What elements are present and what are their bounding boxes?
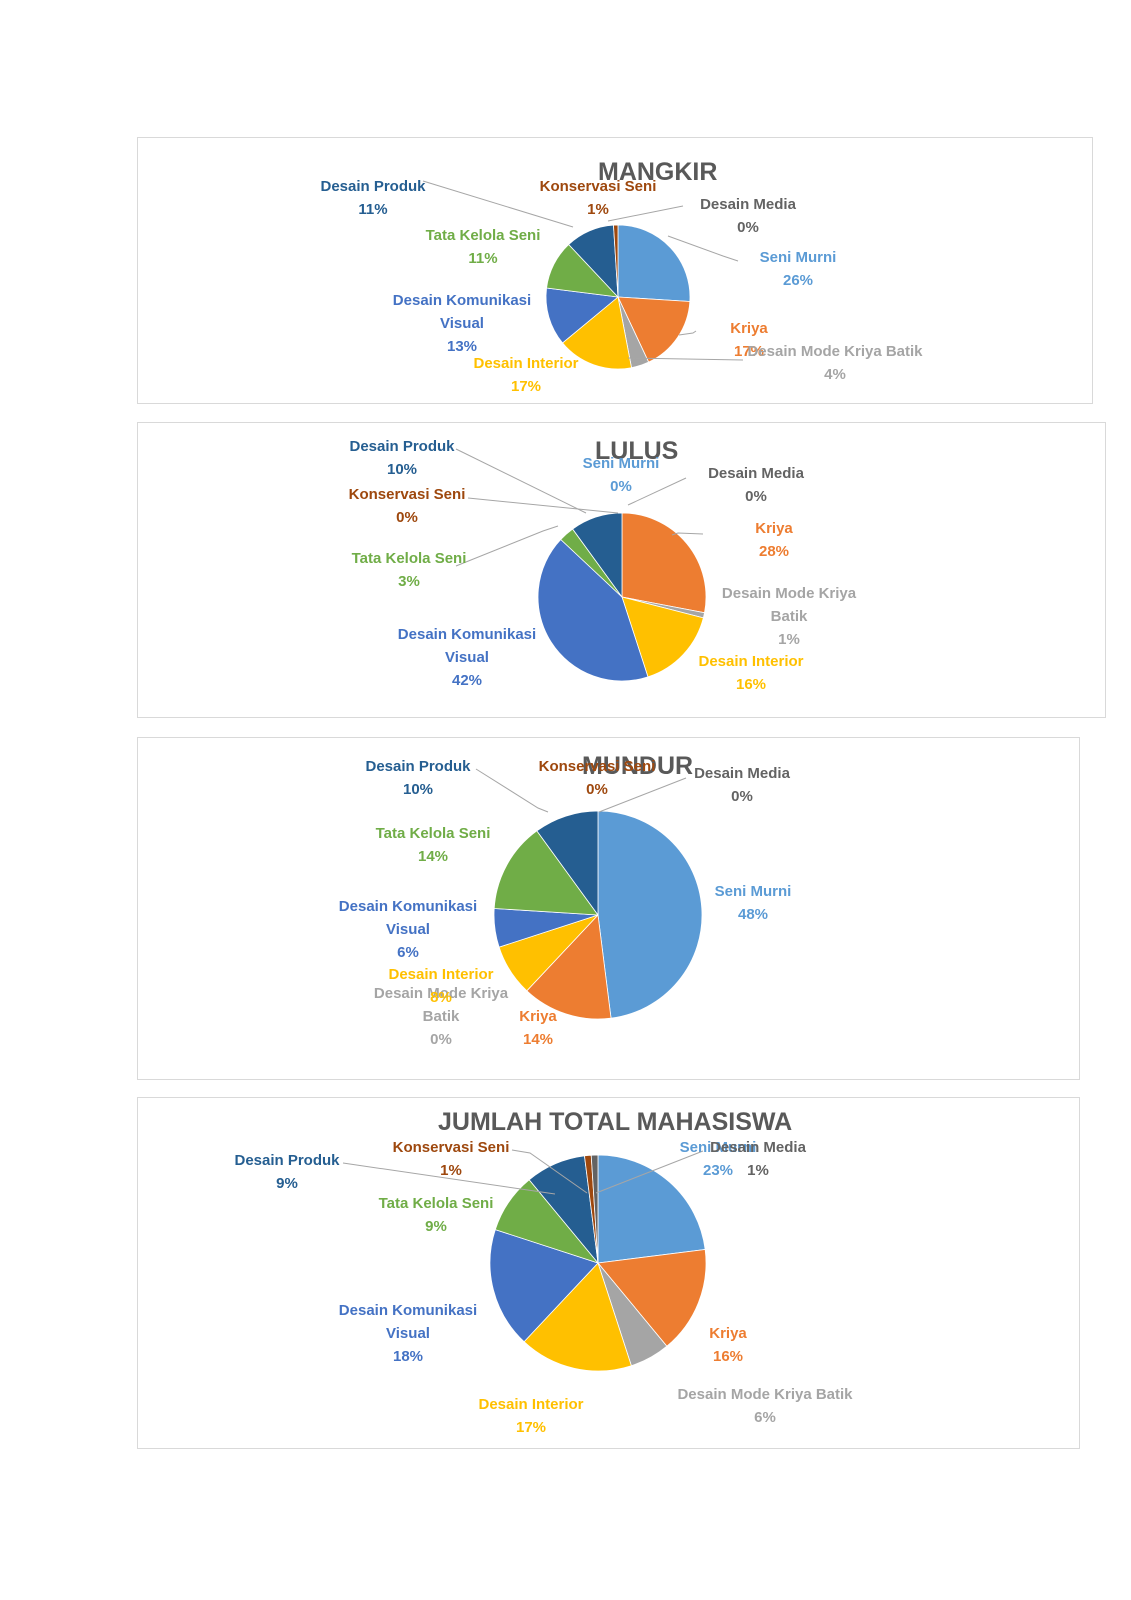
leader-line-desain-mode-kriya-batik	[627, 357, 744, 361]
leader-line-konservasi-seni	[467, 497, 619, 514]
data-label-desain-interior: Desain Interior 8%	[388, 966, 493, 1006]
leader-line-desain-media	[598, 777, 687, 813]
data-label-desain-mode-kriya-batik: Desain Mode Kriya Batik 0%	[374, 985, 509, 1048]
pie-chart-mangkir-svg: MANGKIR Seni Murni 26% Kriya 17%Desain Mode …	[320, 158, 923, 395]
pie-chart-mangkir: MANGKIR Seni Murni 26% Kriya 17% Desain Mode …	[137, 137, 1093, 404]
data-label-konservasi-seni: Konservasi Seni 1%	[393, 1139, 510, 1179]
slice-kriya	[617, 296, 691, 363]
slice-kriya	[621, 512, 707, 614]
data-label-konservasi-seni: Konservasi Seni 0%	[539, 758, 656, 798]
pie-chart-jumlah-total-svg: JUMLAH TOTAL MAHASISWA Seni Murni 23% Kriya…	[234, 1108, 853, 1436]
data-label-konservasi-seni: Konservasi Seni 1%	[540, 178, 657, 218]
data-label-tata-kelola-seni: Tata Kelola Seni 11%	[426, 227, 541, 267]
data-label-desain-komunikasi-visual: Desain Komunikasi Visual 13%	[393, 292, 531, 355]
data-label-desain-komunikasi-visual: Desain Komunikasi Visual 6%	[339, 898, 477, 961]
data-label-desain-interior: Desain Interior 17%	[473, 355, 578, 395]
leader-line-desain-media	[607, 205, 684, 222]
slice-kriya	[526, 914, 612, 1020]
slice-desain-komunikasi-visual	[537, 538, 649, 682]
data-label-konservasi-seni: Konservasi Seni 0%	[349, 486, 466, 526]
leader-line-tata-kelola-seni	[455, 525, 559, 567]
data-label-seni-murni: Seni Murni 48%	[715, 883, 792, 923]
pie-chart-lulus: LULUS Seni Murni 0% Kriya 28% Desain Mode Kri…	[137, 422, 1106, 718]
data-label-desain-komunikasi-visual: Desain Komunikasi Visual 18%	[339, 1302, 477, 1365]
data-label-desain-mode-kriya-batik: Desain Mode Kriya Batik 6%	[677, 1386, 853, 1426]
data-label-seni-murni: Seni Murni 23%	[680, 1139, 757, 1179]
data-label-kriya: Kriya 28%	[755, 520, 793, 560]
slice-desain-komunikasi-visual	[489, 1229, 599, 1343]
chart-title: MUNDUR	[582, 752, 693, 780]
slice-seni-murni	[617, 224, 691, 302]
pie-chart-jumlah-total: JUMLAH TOTAL MAHASISWA Seni Murni 23% Kriya…	[137, 1097, 1080, 1449]
slice-desain-komunikasi-visual	[545, 287, 619, 344]
data-label-desain-media: Desain Media 0%	[700, 196, 797, 236]
data-label-desain-produk: Desain Produk 10%	[349, 438, 455, 478]
chart-title: JUMLAH TOTAL MAHASISWA	[438, 1108, 792, 1136]
leader-line-konservasi-seni	[511, 1149, 588, 1194]
pie-chart-mundur-svg: MUNDUR Seni Murni 48% Kriya 14% Desain Mode K…	[339, 752, 792, 1048]
slice-kriya	[597, 1249, 707, 1347]
data-label-tata-kelola-seni: Tata Kelola Seni 14%	[376, 825, 491, 865]
data-label-kriya: Kriya 16%	[709, 1325, 747, 1365]
data-label-tata-kelola-seni: Tata Kelola Seni 3%	[352, 550, 467, 590]
data-label-desain-interior: Desain Interior 17%	[478, 1396, 583, 1436]
slice-desain-interior	[621, 596, 704, 678]
leader-line-desain-produk	[475, 768, 549, 813]
leader-line-kriya	[671, 532, 704, 536]
data-label-desain-produk: Desain Produk 10%	[365, 758, 471, 798]
leader-line-desain-media	[595, 1150, 704, 1194]
slice-desain-produk	[572, 512, 623, 599]
slice-konservasi-seni	[613, 224, 619, 298]
slice-desain-media	[590, 1154, 599, 1264]
data-label-desain-mode-kriya-batik: Desain Mode Kriya Batik 4%	[747, 343, 923, 383]
chart-title: LULUS	[595, 437, 678, 465]
leader-line-seni-murni	[667, 235, 739, 262]
slice-seni-murni	[597, 810, 703, 1019]
leader-line-desain-produk	[422, 180, 574, 228]
data-label-tata-kelola-seni: Tata Kelola Seni 9%	[379, 1195, 494, 1235]
data-label-desain-produk: Desain Produk 9%	[234, 1152, 340, 1192]
data-label-desain-media: Desain Media 1%	[710, 1139, 807, 1179]
data-label-desain-media: Desain Media 0%	[694, 765, 791, 805]
data-label-desain-komunikasi-visual: Desain Komunikasi Visual 42%	[398, 626, 536, 689]
pie-chart-mundur: MUNDUR Seni Murni 48% Kriya 14% Desain Mode K…	[137, 737, 1080, 1080]
leader-line-kriya	[678, 330, 697, 336]
data-label-seni-murni: Seni Murni 0%	[583, 455, 660, 495]
data-label-desain-mode-kriya-batik: Desain Mode Kriya Batik 1%	[722, 585, 857, 648]
data-label-desain-interior: Desain Interior 16%	[698, 653, 803, 693]
slice-desain-interior	[561, 296, 632, 370]
leader-line-desain-produk	[342, 1162, 556, 1195]
data-label-seni-murni: Seni Murni 26%	[760, 249, 837, 289]
data-label-kriya: Kriya 14%	[519, 1008, 557, 1048]
leader-line-desain-media	[627, 477, 687, 506]
chart-title: MANGKIR	[598, 158, 717, 186]
slice-desain-produk	[536, 810, 599, 917]
leader-line-desain-produk	[455, 448, 587, 514]
data-label-desain-produk: Desain Produk 11%	[320, 178, 426, 218]
data-label-kriya: Kriya 17%	[730, 320, 768, 360]
data-label-desain-media: Desain Media 0%	[708, 465, 805, 505]
slice-desain-interior	[523, 1262, 632, 1372]
slice-tata-kelola-seni	[493, 830, 599, 916]
